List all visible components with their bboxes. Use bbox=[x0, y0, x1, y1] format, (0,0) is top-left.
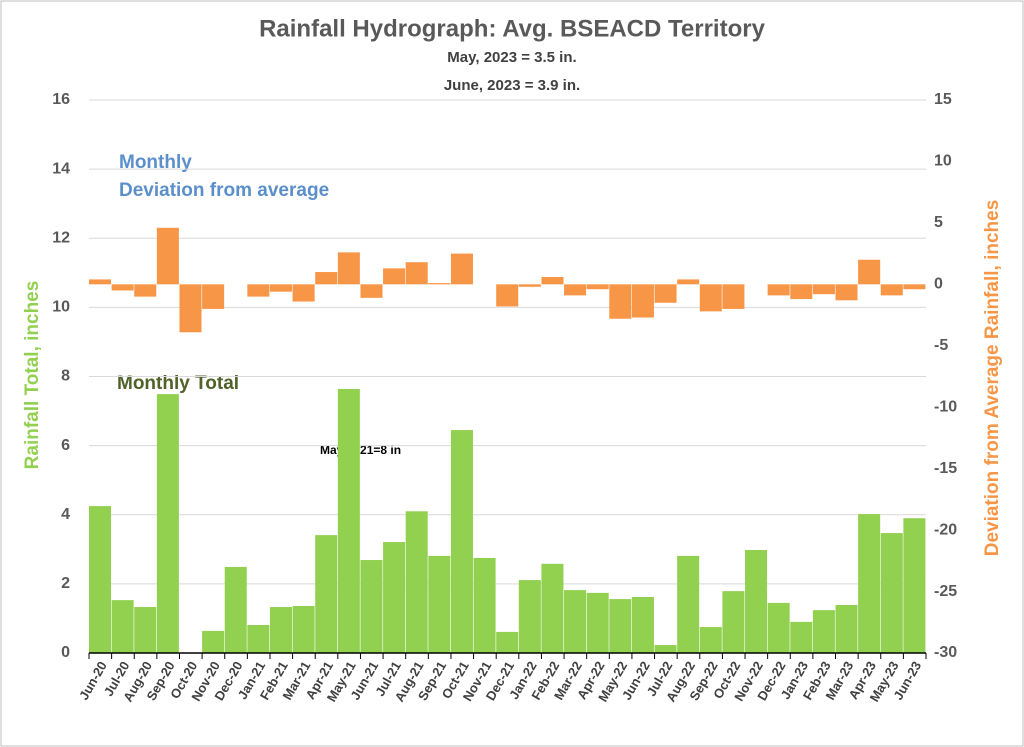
bar bbox=[89, 279, 112, 285]
bar bbox=[541, 563, 564, 653]
bar bbox=[383, 542, 406, 653]
bar bbox=[450, 430, 473, 653]
bar bbox=[269, 284, 292, 292]
bar bbox=[541, 276, 564, 285]
bar bbox=[609, 599, 632, 653]
y2-tick-label: -20 bbox=[934, 521, 957, 538]
bar bbox=[677, 279, 700, 285]
bar bbox=[496, 631, 519, 653]
bar bbox=[405, 262, 428, 285]
bar bbox=[609, 284, 632, 319]
bar bbox=[337, 252, 360, 285]
y-tick-label: 10 bbox=[52, 299, 70, 316]
bar bbox=[745, 550, 768, 653]
y-tick-label: 8 bbox=[61, 368, 70, 385]
y2-tick-label: -5 bbox=[934, 337, 948, 354]
y2-tick-label: -25 bbox=[934, 583, 957, 600]
bar bbox=[202, 630, 225, 653]
bar bbox=[111, 600, 134, 653]
bar bbox=[812, 610, 835, 653]
bar bbox=[880, 533, 903, 653]
y-tick-label: 4 bbox=[61, 506, 70, 523]
bar bbox=[903, 518, 926, 653]
bar bbox=[496, 284, 519, 307]
bar bbox=[315, 272, 338, 285]
bar bbox=[337, 388, 360, 653]
bar bbox=[654, 284, 677, 303]
bar bbox=[767, 602, 790, 653]
bar bbox=[858, 514, 881, 653]
bar bbox=[428, 555, 451, 653]
bar bbox=[903, 284, 926, 290]
bar bbox=[631, 597, 654, 653]
bar bbox=[722, 591, 745, 653]
bar bbox=[179, 284, 202, 333]
y-tick-label: 14 bbox=[52, 160, 70, 177]
bar bbox=[722, 284, 745, 309]
bar bbox=[134, 284, 157, 297]
bar bbox=[677, 555, 700, 653]
bar bbox=[405, 511, 428, 653]
bar bbox=[835, 604, 858, 653]
bar bbox=[383, 268, 406, 285]
y-axis-title: Rainfall Total, inches bbox=[22, 281, 43, 470]
bar bbox=[767, 284, 790, 296]
bar bbox=[89, 506, 112, 653]
bar bbox=[450, 253, 473, 285]
subtitle: June, 2023 = 3.9 in. bbox=[444, 77, 580, 94]
bar bbox=[292, 284, 315, 302]
bar bbox=[428, 283, 451, 285]
y2-tick-label: 5 bbox=[934, 214, 943, 231]
bar bbox=[518, 284, 541, 287]
subtitle: May, 2023 = 3.5 in. bbox=[447, 49, 576, 66]
chart-title: Rainfall Hydrograph: Avg. BSEACD Territo… bbox=[259, 15, 765, 42]
y-tick-label: 2 bbox=[61, 575, 70, 592]
bar bbox=[247, 625, 270, 653]
y2-tick-label: 0 bbox=[934, 276, 943, 293]
y-tick-label: 16 bbox=[52, 91, 70, 108]
bar bbox=[247, 284, 270, 297]
bar bbox=[269, 607, 292, 653]
y-tick-label: 0 bbox=[61, 644, 70, 661]
bar bbox=[360, 284, 383, 298]
bar bbox=[564, 590, 587, 653]
y-tick-label: 6 bbox=[61, 437, 70, 454]
y2-tick-label: 10 bbox=[934, 153, 952, 170]
y2-axis-title: Deviation from Average Rainfall, inches bbox=[982, 200, 1003, 557]
bar bbox=[699, 627, 722, 653]
y2-tick-label: -10 bbox=[934, 398, 957, 415]
bar bbox=[790, 621, 813, 653]
y-tick-label: 12 bbox=[52, 229, 70, 246]
bar bbox=[315, 535, 338, 653]
bar bbox=[518, 580, 541, 653]
bar bbox=[699, 284, 722, 312]
y2-tick-label: 15 bbox=[934, 91, 952, 108]
bar bbox=[292, 605, 315, 653]
annotation: Monthly Total bbox=[117, 373, 239, 394]
bar bbox=[224, 566, 247, 653]
bar bbox=[586, 284, 609, 290]
bar bbox=[858, 259, 881, 285]
bar bbox=[631, 284, 654, 318]
bar bbox=[654, 645, 677, 653]
bar bbox=[564, 284, 587, 296]
bar bbox=[880, 284, 903, 296]
bar bbox=[156, 394, 179, 653]
bar bbox=[812, 284, 835, 295]
bar bbox=[835, 284, 858, 301]
bar bbox=[790, 284, 813, 300]
bar bbox=[473, 557, 496, 653]
bar bbox=[134, 607, 157, 653]
annotation: Monthly bbox=[119, 152, 192, 173]
bar bbox=[586, 592, 609, 653]
bar bbox=[111, 284, 134, 291]
annotation: Deviation from average bbox=[119, 180, 329, 201]
bar bbox=[202, 284, 225, 309]
y2-tick-label: -15 bbox=[934, 460, 957, 477]
y2-tick-label: -30 bbox=[934, 644, 957, 661]
bar bbox=[360, 560, 383, 653]
bar bbox=[156, 227, 179, 285]
